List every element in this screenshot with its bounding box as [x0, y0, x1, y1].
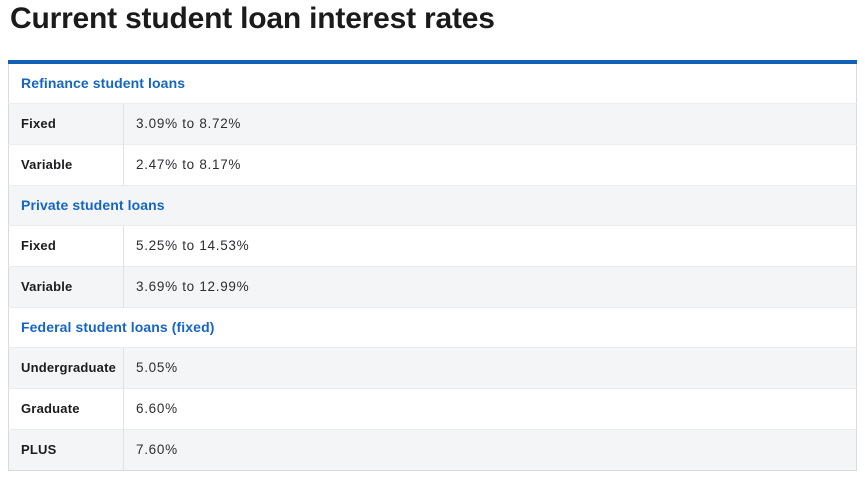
rate-value-cell: 7.60%: [123, 428, 857, 470]
rate-label-cell: Fixed: [8, 224, 124, 266]
rate-label-cell: PLUS: [8, 428, 124, 470]
page-title: Current student loan interest rates: [10, 2, 495, 35]
rate-value-cell: 2.47% to 8.17%: [123, 143, 857, 185]
rate-label-cell: Undergraduate: [8, 346, 124, 388]
rate-row: Fixed 3.09% to 8.72%: [8, 102, 857, 144]
rate-row: Variable 3.69% to 12.99%: [8, 265, 857, 307]
section-header-row: Private student loans: [8, 184, 857, 225]
rate-row: Fixed 5.25% to 14.53%: [8, 224, 857, 266]
section-header-label: Private student loans: [8, 184, 857, 225]
rate-label-cell: Variable: [8, 265, 124, 307]
rate-value-cell: 3.09% to 8.72%: [123, 102, 857, 144]
rate-value-cell: 3.69% to 12.99%: [123, 265, 857, 307]
section-header-label: Federal student loans (fixed): [8, 306, 857, 347]
rate-row: Graduate 6.60%: [8, 387, 857, 429]
rate-value-cell: 5.25% to 14.53%: [123, 224, 857, 266]
rates-table-body: Refinance student loans Fixed 3.09% to 8.7…: [8, 62, 857, 470]
rate-value-cell: 5.05%: [123, 346, 857, 388]
rate-label-cell: Fixed: [8, 102, 124, 144]
section-header-row: Federal student loans (fixed): [8, 306, 857, 347]
section-header-label: Refinance student loans: [21, 74, 186, 91]
rate-label-cell: Graduate: [8, 387, 124, 429]
rate-label-cell: Variable: [8, 143, 124, 185]
section-header-row: Refinance student loans: [9, 62, 857, 104]
rate-row: Undergraduate 5.05%: [8, 346, 857, 388]
rates-table: Refinance student loans Fixed 3.09% to 8.7…: [8, 59, 857, 471]
rate-value-cell: 6.60%: [123, 387, 857, 429]
rate-row: Variable 2.47% to 8.17%: [8, 143, 857, 185]
rate-row: PLUS 7.60%: [8, 428, 857, 470]
